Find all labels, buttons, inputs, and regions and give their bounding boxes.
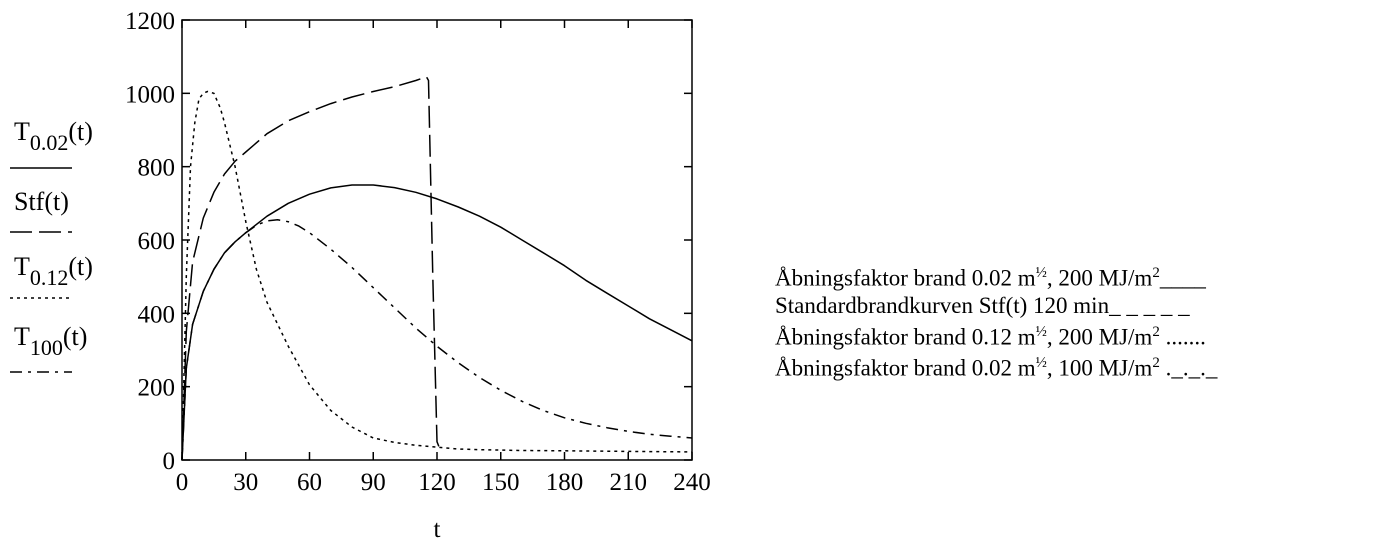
y-tick-label: 1000 (125, 81, 175, 108)
legend-item: Åbningsfaktor brand 0.02 m½, 100 MJ/m2 .… (775, 355, 1218, 381)
legend-marker: ._._._ (1159, 355, 1218, 381)
x-tick-label: 150 (482, 469, 520, 496)
legend-marker: _ _ _ _ _ (1109, 292, 1190, 318)
y-tick-label: 600 (138, 228, 176, 255)
series-layer (181, 76, 693, 461)
y-axis-label: Stf(t) (14, 187, 69, 216)
y-tick-label: 800 (138, 155, 176, 182)
x-tick-label: 240 (673, 469, 711, 496)
x-tick-label: 120 (418, 469, 456, 496)
legend-item: Åbningsfaktor brand 0.12 m½, 200 MJ/m2 .… (775, 323, 1206, 350)
y-axis-label: T0.02(t) (14, 117, 93, 155)
y-axis-label: T0.12(t) (14, 252, 93, 290)
y-tick-label: 0 (163, 448, 176, 475)
legend-marker: ....... (1159, 324, 1206, 350)
series-line-dashdot (181, 219, 693, 461)
x-tick-label: 90 (361, 469, 386, 496)
x-tick-label: 0 (176, 469, 189, 496)
series-line-dotted (181, 90, 693, 461)
y-tick-label: 1200 (125, 8, 175, 35)
y-tick-label: 200 (138, 375, 176, 402)
series-line-dashed (181, 76, 442, 461)
plot-frame (181, 19, 693, 461)
x-ticks: 0 30 60 90 120 150 180 210 240 (176, 20, 711, 496)
y-axis-label: T100(t) (14, 322, 87, 360)
x-tick-label: 60 (297, 469, 322, 496)
legend-item: Åbningsfaktor brand 0.02 m½, 200 MJ/m2__… (775, 265, 1206, 291)
x-axis-label: t (434, 516, 441, 543)
y-tick-label: 400 (138, 301, 176, 328)
legend: Åbningsfaktor brand 0.02 m½, 200 MJ/m2__… (775, 260, 1217, 382)
legend-item: Standardbrandkurven Stf(t) 120 min_ _ _ … (775, 292, 1190, 318)
y-axis-labels: T0.02(t) Stf(t) T0.12(t) T100(t) (10, 117, 93, 373)
legend-marker: ____ (1159, 265, 1206, 291)
x-tick-label: 180 (546, 469, 584, 496)
y-ticks: 0 200 400 600 800 1000 1200 (125, 8, 692, 475)
x-tick-label: 30 (233, 469, 258, 496)
x-tick-label: 210 (610, 469, 648, 496)
series-line-solid (181, 184, 693, 461)
